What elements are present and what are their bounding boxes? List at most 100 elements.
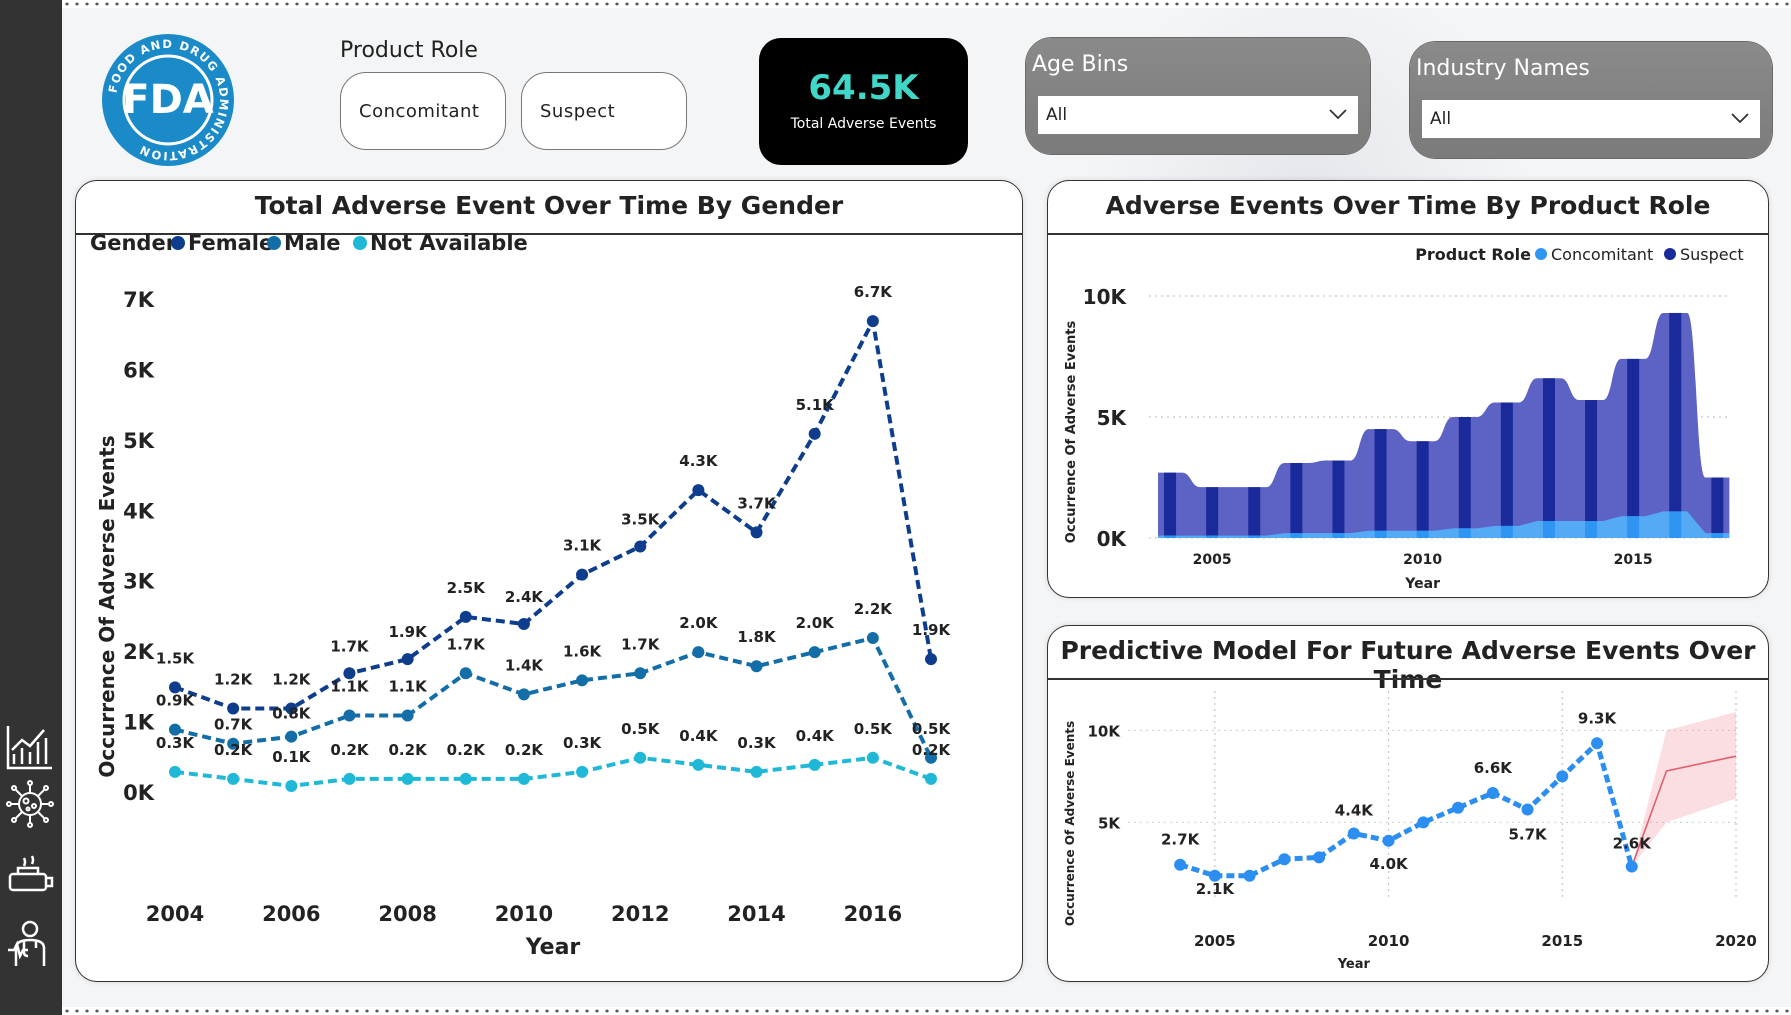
data-point xyxy=(459,610,472,623)
y-tick-label: 6K xyxy=(123,358,155,382)
x-tick-label: 2012 xyxy=(611,902,669,926)
x-tick-label: 2010 xyxy=(495,902,553,926)
data-label: 0.2K xyxy=(447,741,487,759)
fda-logo: FOOD AND DRUG ADMINISTRATION FDA xyxy=(102,34,234,166)
medicine-icon[interactable] xyxy=(4,848,56,900)
concomitant-bar xyxy=(1290,533,1303,538)
x-tick-label: 2010 xyxy=(1368,932,1410,950)
data-point xyxy=(459,772,472,785)
product-role-label: Product Role xyxy=(340,38,478,63)
data-point xyxy=(1556,770,1569,783)
data-label: 4.4K xyxy=(1335,801,1375,819)
suspect-bar xyxy=(1585,400,1598,522)
data-point xyxy=(808,758,821,771)
x-tick-label: 2020 xyxy=(1715,932,1757,950)
predictive-chart-card: Predictive Model For Future Adverse Even… xyxy=(1047,625,1769,982)
data-point xyxy=(517,688,530,701)
y-tick-label: 5K xyxy=(1097,406,1128,430)
legend-label: Female xyxy=(188,231,273,255)
data-label: 1.9K xyxy=(389,623,429,641)
data-label: 4.0K xyxy=(1369,855,1409,873)
actual-line xyxy=(1179,738,1635,879)
y-tick-label: 5K xyxy=(1098,814,1121,832)
data-point xyxy=(692,484,705,497)
gender-line-chart: Gender Female Male Not Available 0K 1K 2K 3K 4K 5… xyxy=(90,231,952,960)
data-point xyxy=(401,709,414,722)
kpi-value: 64.5K xyxy=(808,68,919,108)
legend-marker-0 xyxy=(171,236,185,250)
concomitant-bar xyxy=(1416,530,1429,538)
chevron-down-icon xyxy=(1329,109,1347,120)
data-point xyxy=(169,681,181,694)
data-label: 0.9K xyxy=(156,692,196,710)
title-divider xyxy=(1048,678,1768,680)
top-border xyxy=(62,0,1791,8)
data-label: 0.2K xyxy=(912,741,952,759)
predictive-line-chart: 5K 10K 2005 2010 2015 2020 Year Occurrence Of A… xyxy=(1063,691,1757,972)
data-point xyxy=(1243,869,1256,882)
legend-marker-2 xyxy=(353,236,367,250)
x-tick-label: 2005 xyxy=(1194,932,1236,950)
title-divider xyxy=(76,233,1022,235)
data-label: 0.2K xyxy=(505,741,545,759)
legend-marker-1 xyxy=(267,236,281,250)
x-axis-title: Year xyxy=(525,935,581,960)
suspect-bar xyxy=(1332,460,1345,534)
data-label: 2.4K xyxy=(505,588,545,606)
age-bins-dropdown[interactable]: All xyxy=(1038,96,1358,134)
suspect-bar xyxy=(1206,487,1219,536)
suspect-bar xyxy=(1458,417,1471,529)
data-point xyxy=(750,765,763,778)
data-label: 1.8K xyxy=(737,628,777,646)
concomitant-bar xyxy=(1500,525,1513,538)
data-point xyxy=(576,765,589,778)
data-label: 2.7K xyxy=(1161,831,1201,849)
data-point xyxy=(517,617,530,630)
data-point xyxy=(750,526,763,539)
data-label: 2.6K xyxy=(1613,835,1653,853)
y-tick-label: 3K xyxy=(123,570,155,594)
data-point xyxy=(343,709,356,722)
data-label: 2.2K xyxy=(854,600,894,618)
industry-names-value: All xyxy=(1430,109,1452,129)
data-point xyxy=(343,772,356,785)
suspect-bar xyxy=(1416,441,1429,531)
data-label: 0.4K xyxy=(679,727,719,745)
data-label: 2.1K xyxy=(1196,880,1236,898)
forecast-line xyxy=(1631,755,1737,867)
product-role-suspect-button[interactable]: Suspect xyxy=(521,72,687,150)
legend-label: Male xyxy=(284,231,341,255)
data-label: 4.3K xyxy=(679,452,719,470)
suspect-bar xyxy=(1290,462,1303,534)
chevron-down-icon xyxy=(1731,113,1749,124)
data-label: 1.7K xyxy=(621,635,661,653)
product-role-concomitant-button[interactable]: Concomitant xyxy=(340,72,506,150)
data-label: 1.9K xyxy=(912,621,952,639)
data-point xyxy=(169,723,181,736)
data-label: 0.8K xyxy=(272,705,312,723)
data-point xyxy=(925,772,937,785)
legend-title: Gender xyxy=(90,231,177,255)
data-label: 3.1K xyxy=(563,537,603,555)
data-point xyxy=(227,772,240,785)
data-point xyxy=(866,632,879,645)
industry-names-dropdown[interactable]: All xyxy=(1422,100,1760,138)
x-axis-title: Year xyxy=(1404,576,1440,592)
data-point xyxy=(576,568,589,581)
logo-text: FDA xyxy=(122,77,214,123)
x-tick-label: 2015 xyxy=(1614,552,1653,568)
x-tick-label: 2015 xyxy=(1541,932,1583,950)
sidebar xyxy=(0,0,62,1015)
suspect-area xyxy=(1158,312,1730,538)
gender-chart-card: Total Adverse Event Over Time By Gender … xyxy=(75,180,1023,982)
x-tick-label: 2008 xyxy=(378,902,436,926)
chart-icon[interactable] xyxy=(4,720,56,772)
product-role-area-chart: Product Role Concomitant Suspect 0K 5K 10K 200… xyxy=(1064,245,1744,592)
doctor-icon[interactable] xyxy=(4,918,56,970)
data-point xyxy=(401,653,414,666)
x-tick-label: 2006 xyxy=(262,902,320,926)
data-point xyxy=(285,779,298,792)
virus-icon[interactable] xyxy=(4,778,56,830)
legend-title: Product Role xyxy=(1415,245,1531,264)
legend-label: Not Available xyxy=(370,231,528,255)
